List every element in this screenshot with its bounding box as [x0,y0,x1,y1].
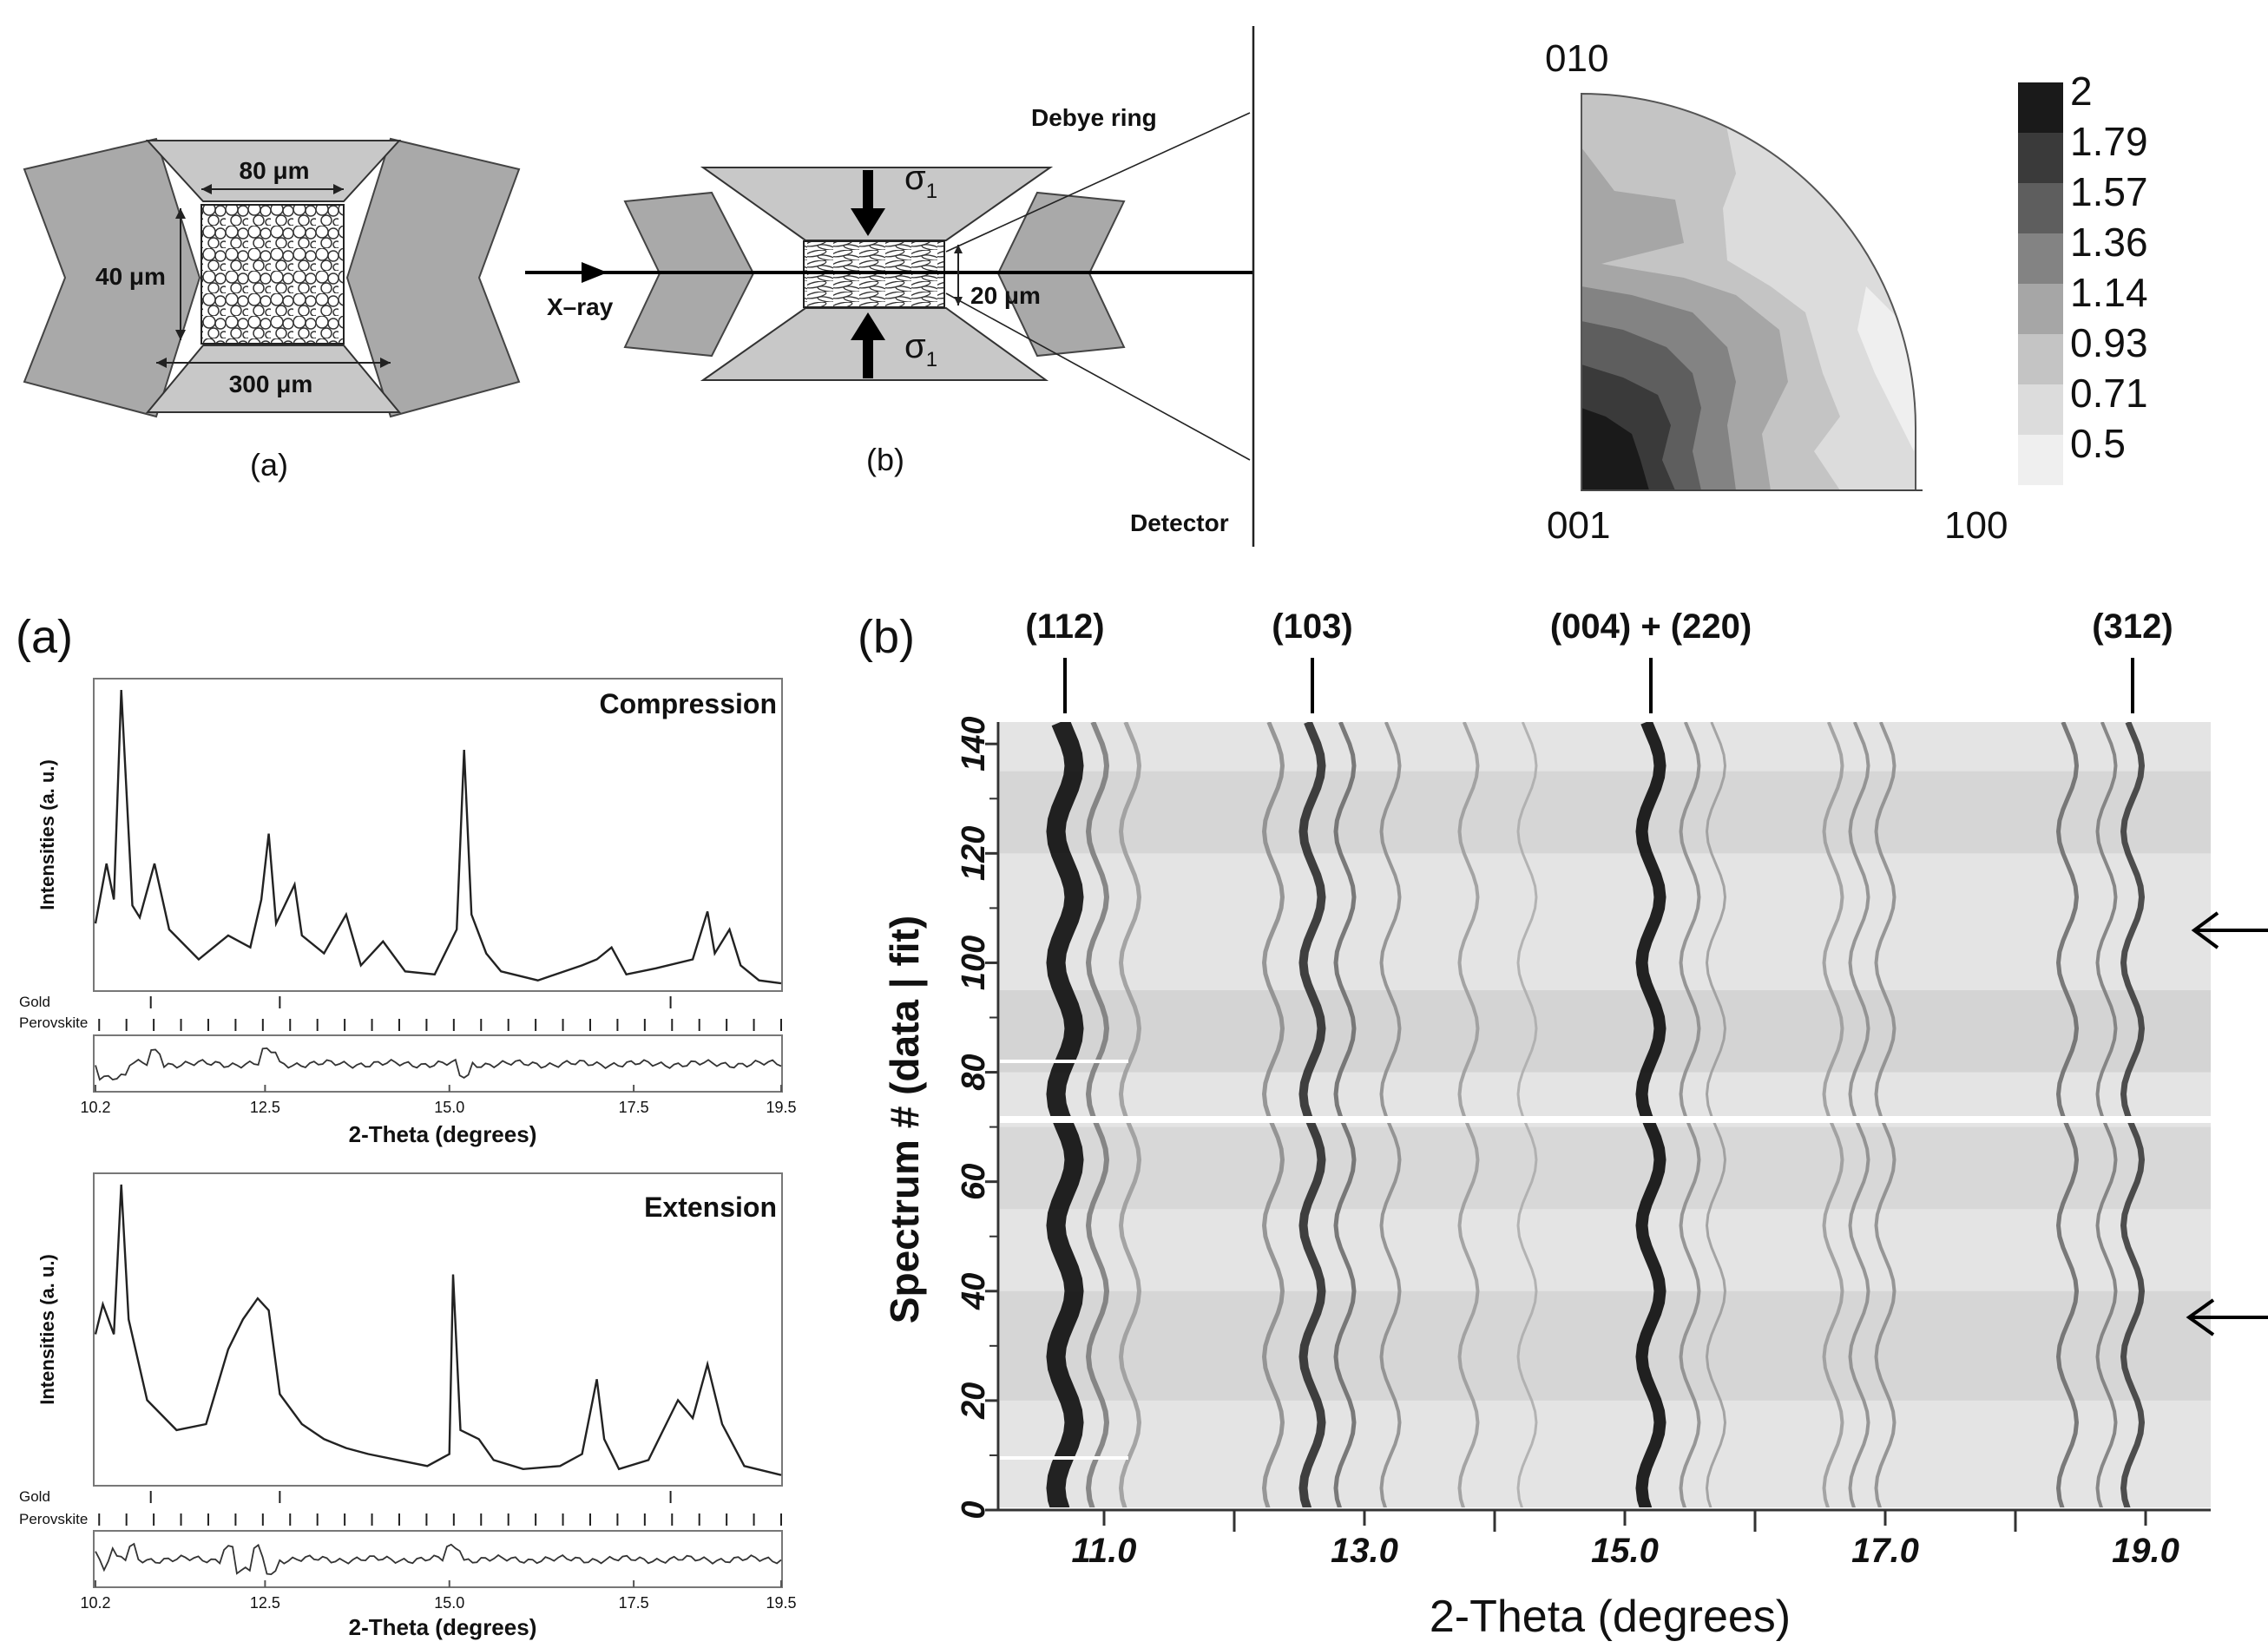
x-tick-label: 19.0 [2112,1532,2179,1570]
colorbar-swatch-4 [2018,284,2063,334]
pole-label-100: 100 [1944,504,2008,547]
compression-title: Compression [600,688,777,719]
x-tick-label: 12.5 [250,1099,280,1116]
extension-title: Extension [644,1192,777,1223]
detector-label: Detector [1130,509,1229,536]
extension-curve [94,1184,782,1476]
x-tick-label: 12.5 [250,1594,280,1612]
y-tick-label: 40 [956,1273,992,1310]
panel-a-top-label: (a) [250,447,288,483]
panel-a-label: (a) [16,611,73,663]
compression-curve [94,689,782,985]
spectrum-image: 0 20 40 60 80 100 120 140 11.0 13.0 15.0 17.0 19.0 (1… [882,607,2268,1642]
extension-xlabel: 2-Theta (degrees) [349,1614,537,1640]
colorbar-swatch-1 [2018,133,2063,183]
pole-figure: 010 001 100 2 1.79 1.57 1.36 1.14 0.93 0.71 0.5 [1545,37,2148,547]
x-tick-label: 15.0 [1591,1532,1659,1570]
extension-ylabel: Intensities (a. u.) [36,1254,58,1405]
compression-x-ticks: 10.2 12.5 15.0 17.5 19.5 [80,1085,797,1116]
x-tick-label: 17.0 [1851,1532,1919,1570]
arrow-lower [2186,1298,2268,1336]
compression-plot: Compression Intensities (a. u.) Gold Per… [19,678,797,1147]
intensity-band [1000,1290,2211,1401]
intensity-band [1000,771,2211,854]
left-gasket [23,137,201,418]
pole-label-010: 010 [1545,37,1608,80]
dim-300: 300 μm [229,371,313,397]
y-tick-label: 60 [956,1164,992,1200]
y-tick-label: 80 [956,1054,992,1090]
colorbar-label-5: 0.93 [2070,320,2148,365]
diamond-cell-a: 80 μm 40 μm 300 μm (a) [23,137,521,483]
debye-ring-label: Debye ring [1031,104,1157,131]
x-tick-label: 10.2 [80,1099,110,1116]
gold-label: Gold [19,994,50,1010]
intensity-band [1000,989,2211,1073]
x-tick-label: 17.5 [619,1594,649,1612]
pole-contour-8 [1581,408,1649,490]
sigma-top: σ1 [904,159,937,203]
colorbar-swatch-3 [2018,233,2063,284]
xray-label: X–ray [547,293,614,320]
peak-label: (312) [2092,607,2173,646]
panel-b-label: (b) [858,611,915,663]
colorbar: 2 1.79 1.57 1.36 1.14 0.93 0.71 0.5 [2018,69,2148,485]
colorbar-label-1: 1.79 [2070,119,2148,164]
extension-phase-ticks [98,1491,782,1526]
sigma-bottom: σ1 [904,327,937,371]
dim-20: 20 μm [970,282,1041,309]
dim-80: 80 μm [240,157,310,184]
colorbar-swatch-2 [2018,183,2063,233]
right-gasket [345,137,521,418]
colorbar-label-3: 1.36 [2070,220,2148,265]
colorbar-label-6: 0.71 [2070,371,2148,416]
compression-xlabel: 2-Theta (degrees) [349,1121,537,1147]
sample-grains [201,204,345,345]
colorbar-label-0: 2 [2070,69,2093,114]
x-tick-label: 19.5 [766,1099,796,1116]
gold-label-ext: Gold [19,1488,50,1505]
y-tick-label: 100 [956,936,992,990]
colorbar-swatch-5 [2018,334,2063,384]
dim-40: 40 μm [95,263,166,290]
perovskite-label-ext: Perovskite [19,1511,88,1527]
x-tick-label: 15.0 [434,1099,464,1116]
arrow-upper [2191,911,2268,949]
extension-x-ticks: 10.2 12.5 15.0 17.5 19.5 [80,1580,797,1612]
pole-contour-3 [1581,148,1684,269]
compression-ylabel: Intensities (a. u.) [36,759,58,910]
x-tick-label: 10.2 [80,1594,110,1612]
y-tick-label: 120 [956,826,992,881]
diamond-cell-b: σ1 σ1 20 μm X–ray Debye ring Detector (b… [525,26,1255,547]
x-tick-label: 17.5 [619,1099,649,1116]
colorbar-label-7: 0.5 [2070,421,2126,466]
x-tick-label: 13.0 [1331,1532,1398,1570]
colorbar-swatch-0 [2018,82,2063,133]
extension-plot: Extension Intensities (a. u.) Gold Perov… [19,1172,797,1640]
compression-phase-ticks [98,996,782,1031]
y-tick-label: 0 [956,1500,992,1519]
y-tick-label: 140 [956,716,992,771]
spectrum-xlabel: 2-Theta (degrees) [1430,1592,1791,1642]
panel-b-top-label: (b) [866,442,904,477]
x-tick-label: 11.0 [1072,1532,1137,1570]
x-tick-label: 19.5 [766,1594,796,1612]
spectrum-ylabel: Spectrum # (data | fit) [882,916,927,1323]
pole-label-001: 001 [1547,504,1610,547]
intensity-band [1000,1126,2211,1210]
colorbar-label-2: 1.57 [2070,169,2148,214]
peak-label: (103) [1272,607,1352,646]
perovskite-label: Perovskite [19,1014,88,1031]
colorbar-swatch-7 [2018,435,2063,485]
peak-label: (112) [1025,607,1104,646]
colorbar-label-4: 1.14 [2070,270,2148,315]
compression-difference-curve [95,1047,782,1081]
colorbar-swatch-6 [2018,384,2063,435]
x-tick-label: 15.0 [434,1594,464,1612]
peak-label: (004) + (220) [1550,607,1752,646]
y-tick-label: 20 [956,1382,992,1420]
extension-difference-curve [95,1542,782,1576]
